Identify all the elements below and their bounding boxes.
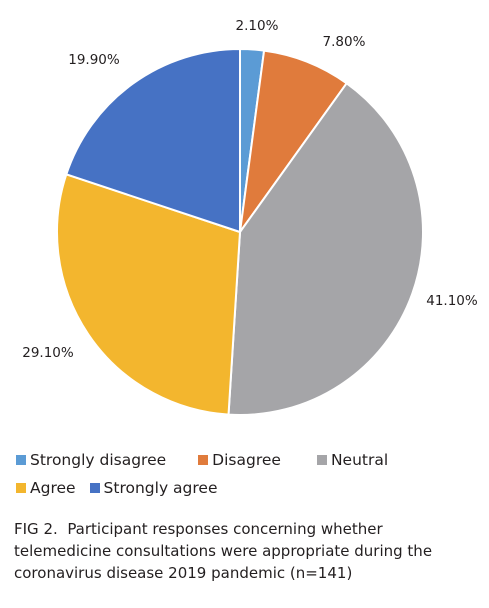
pie-value-labels: 2.10% 7.80% 41.10% 29.10% 19.90%	[22, 18, 478, 361]
pie-slice-strongly-agree	[65, 47, 241, 234]
figure-caption: FIG 2. Participant responses concerning …	[14, 518, 479, 584]
legend-item-neutral: Neutral	[316, 451, 389, 469]
pie-slices	[56, 47, 424, 416]
legend-swatch-agree	[16, 483, 26, 493]
figure-caption-text: Participant responses concerning whether…	[14, 520, 433, 582]
legend-label-strongly-disagree: Strongly disagree	[30, 451, 167, 469]
figure-caption-label: FIG 2.	[14, 520, 58, 538]
pie-label-strongly-disagree: 2.10%	[236, 18, 279, 34]
legend-swatch-strongly-disagree	[16, 455, 26, 465]
legend-label-neutral: Neutral	[330, 451, 389, 469]
legend-label-disagree: Disagree	[212, 451, 281, 469]
pie-slice-agree	[56, 173, 242, 416]
legend: Strongly disagree Disagree Neutral Agree…	[16, 446, 476, 502]
legend-item-strongly-disagree: Strongly disagree	[16, 451, 166, 469]
legend-item-agree: Agree	[16, 479, 76, 497]
pie-label-agree: 29.10%	[22, 345, 74, 361]
pie-slice-neutral	[227, 81, 424, 416]
legend-swatch-neutral	[316, 455, 327, 465]
legend-label-agree: Agree	[30, 479, 76, 497]
pie-label-neutral: 41.10%	[426, 293, 478, 309]
pie-label-disagree: 7.80%	[323, 34, 366, 50]
legend-swatch-strongly-agree	[89, 483, 100, 493]
legend-item-strongly-agree: Strongly agree	[89, 479, 218, 497]
pie-label-strongly-agree: 19.90%	[68, 52, 120, 68]
legend-label-strongly-agree: Strongly agree	[103, 479, 218, 497]
legend-row-1: Strongly disagree Disagree Neutral	[16, 446, 476, 474]
legend-swatch-disagree	[198, 455, 209, 465]
legend-row-2: Agree Strongly agree	[16, 474, 476, 502]
legend-item-disagree: Disagree	[198, 451, 281, 469]
